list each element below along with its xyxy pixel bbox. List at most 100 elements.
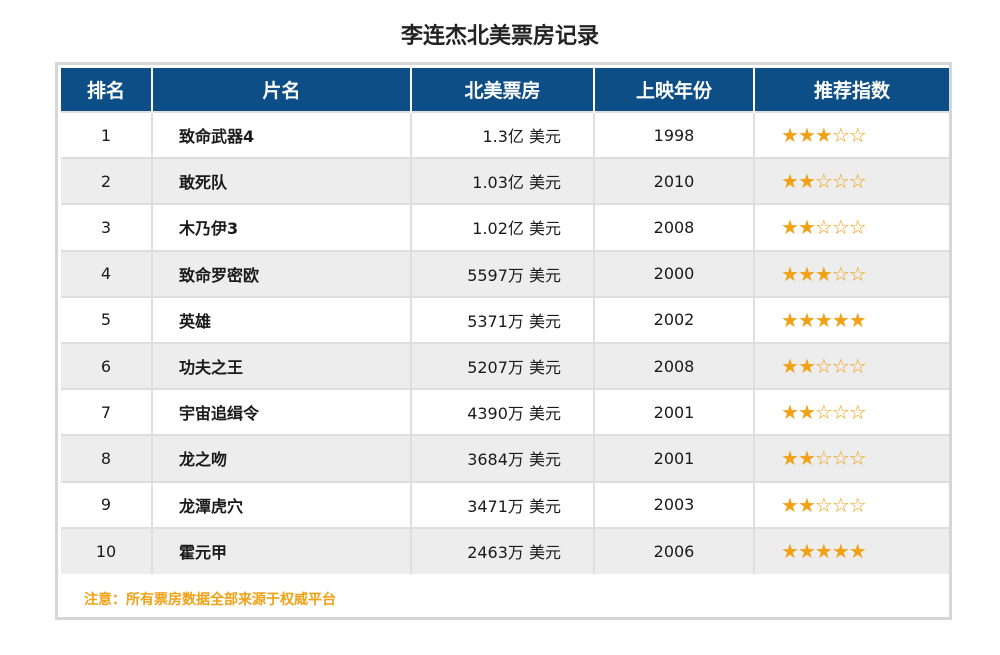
- footnote: 注意：所有票房数据全部来源于权威平台: [84, 592, 336, 608]
- table-row: 2 敢死队 1.03亿 美元 2010 ★★☆☆☆: [61, 157, 949, 205]
- star-empty-icon: ☆: [848, 215, 867, 240]
- rating-cell: ★★☆☆☆: [754, 341, 949, 390]
- release-year-cell: 2000: [594, 249, 755, 297]
- rank-cell: 10: [61, 526, 153, 574]
- star-empty-icon: ☆: [831, 261, 850, 286]
- star-empty-icon: ☆: [831, 215, 850, 240]
- release-year-cell: 2006: [594, 526, 755, 574]
- movie-name-cell: 功夫之王: [152, 341, 412, 390]
- star-empty-icon: ☆: [848, 261, 867, 286]
- release-year-cell: 2002: [594, 295, 755, 343]
- table-row: 1 致命武器4 1.3亿 美元 1998 ★★★☆☆: [61, 110, 949, 159]
- box-office-cell: 1.3亿 美元: [411, 110, 595, 159]
- star-empty-icon: ☆: [848, 492, 867, 517]
- movie-name-cell: 英雄: [152, 295, 412, 343]
- rank-cell: 4: [61, 249, 153, 297]
- star-filled-icon: ★: [797, 400, 816, 425]
- box-office-cell: 3471万 美元: [411, 480, 595, 528]
- star-filled-icon: ★: [797, 539, 816, 564]
- box-office-cell: 5597万 美元: [411, 249, 595, 297]
- table-row: 3 木乃伊3 1.02亿 美元 2008 ★★☆☆☆: [61, 203, 949, 251]
- star-filled-icon: ★: [814, 123, 833, 148]
- movie-name-cell: 宇宙追缉令: [152, 388, 412, 436]
- star-empty-icon: ☆: [814, 215, 833, 240]
- movie-name-cell: 霍元甲: [152, 526, 412, 574]
- star-filled-icon: ★: [781, 307, 799, 332]
- release-year-cell: 2008: [594, 341, 755, 390]
- star-empty-icon: ☆: [831, 446, 850, 471]
- box-office-cell: 1.03亿 美元: [411, 157, 595, 205]
- rank-cell: 1: [61, 110, 153, 159]
- star-filled-icon: ★: [797, 123, 816, 148]
- release-year-cell: 2010: [594, 157, 755, 205]
- star-empty-icon: ☆: [814, 354, 833, 379]
- star-filled-icon: ★: [781, 261, 799, 286]
- header-year: 上映年份: [594, 68, 755, 112]
- star-empty-icon: ☆: [848, 169, 867, 194]
- release-year-cell: 1998: [594, 110, 755, 159]
- table-row: 5 英雄 5371万 美元 2002 ★★★★★: [61, 295, 949, 343]
- star-filled-icon: ★: [781, 539, 799, 564]
- star-filled-icon: ★: [781, 354, 799, 379]
- release-year-cell: 2008: [594, 203, 755, 251]
- star-filled-icon: ★: [781, 169, 799, 194]
- release-year-cell: 2001: [594, 434, 755, 482]
- rating-cell: ★★☆☆☆: [754, 388, 949, 436]
- star-empty-icon: ☆: [831, 123, 850, 148]
- star-empty-icon: ☆: [831, 400, 850, 425]
- star-filled-icon: ★: [848, 539, 867, 564]
- star-filled-icon: ★: [797, 307, 816, 332]
- movie-name-cell: 致命武器4: [152, 110, 412, 159]
- rank-cell: 7: [61, 388, 153, 436]
- rank-cell: 6: [61, 341, 153, 390]
- table-row: 4 致命罗密欧 5597万 美元 2000 ★★★☆☆: [61, 249, 949, 297]
- star-empty-icon: ☆: [814, 492, 833, 517]
- rating-cell: ★★☆☆☆: [754, 203, 949, 251]
- star-filled-icon: ★: [781, 446, 799, 471]
- rank-cell: 8: [61, 434, 153, 482]
- rating-cell: ★★★☆☆: [754, 249, 949, 297]
- rating-cell: ★★★★★: [754, 526, 949, 574]
- box-office-cell: 4390万 美元: [411, 388, 595, 436]
- rank-cell: 9: [61, 480, 153, 528]
- header-rank: 排名: [61, 68, 153, 112]
- star-empty-icon: ☆: [831, 354, 850, 379]
- star-filled-icon: ★: [797, 215, 816, 240]
- star-filled-icon: ★: [797, 492, 816, 517]
- movie-name-cell: 龙潭虎穴: [152, 480, 412, 528]
- star-filled-icon: ★: [797, 354, 816, 379]
- star-filled-icon: ★: [814, 539, 833, 564]
- page-title: 李连杰北美票房记录: [400, 24, 599, 49]
- rating-cell: ★★★★★: [754, 295, 949, 343]
- rank-cell: 5: [61, 295, 153, 343]
- rating-cell: ★★☆☆☆: [754, 480, 949, 528]
- star-filled-icon: ★: [781, 215, 799, 240]
- rank-cell: 3: [61, 203, 153, 251]
- movie-name-cell: 龙之吻: [152, 434, 412, 482]
- star-filled-icon: ★: [797, 169, 816, 194]
- star-filled-icon: ★: [848, 307, 867, 332]
- release-year-cell: 2003: [594, 480, 755, 528]
- movie-name-cell: 致命罗密欧: [152, 249, 412, 297]
- box-office-cell: 2463万 美元: [411, 526, 595, 574]
- movie-name-cell: 木乃伊3: [152, 203, 412, 251]
- table-row: 6 功夫之王 5207万 美元 2008 ★★☆☆☆: [61, 341, 949, 390]
- star-filled-icon: ★: [814, 261, 833, 286]
- star-filled-icon: ★: [831, 539, 850, 564]
- star-empty-icon: ☆: [814, 400, 833, 425]
- header-box-office: 北美票房: [411, 68, 595, 112]
- table-frame: 排名 片名 北美票房 上映年份 推荐指数 1 致命武器4 1.3亿 美元 1998 ★★…: [55, 62, 952, 620]
- star-filled-icon: ★: [781, 492, 799, 517]
- box-office-cell: 5207万 美元: [411, 341, 595, 390]
- star-filled-icon: ★: [797, 261, 816, 286]
- box-office-cell: 1.02亿 美元: [411, 203, 595, 251]
- star-filled-icon: ★: [781, 123, 799, 148]
- rating-cell: ★★☆☆☆: [754, 434, 949, 482]
- table-row: 9 龙潭虎穴 3471万 美元 2003 ★★☆☆☆: [61, 480, 949, 528]
- movie-name-cell: 敢死队: [152, 157, 412, 205]
- star-filled-icon: ★: [831, 307, 850, 332]
- release-year-cell: 2001: [594, 388, 755, 436]
- box-office-cell: 3684万 美元: [411, 434, 595, 482]
- star-empty-icon: ☆: [848, 446, 867, 471]
- star-empty-icon: ☆: [814, 446, 833, 471]
